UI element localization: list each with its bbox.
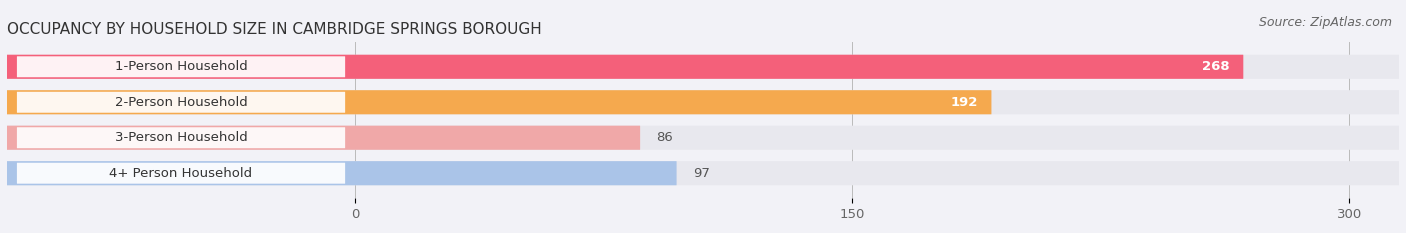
FancyBboxPatch shape xyxy=(7,90,1399,114)
FancyBboxPatch shape xyxy=(17,56,344,77)
Text: 2-Person Household: 2-Person Household xyxy=(115,96,247,109)
FancyBboxPatch shape xyxy=(7,161,676,185)
FancyBboxPatch shape xyxy=(7,126,640,150)
Text: OCCUPANCY BY HOUSEHOLD SIZE IN CAMBRIDGE SPRINGS BOROUGH: OCCUPANCY BY HOUSEHOLD SIZE IN CAMBRIDGE… xyxy=(7,22,541,37)
Text: 3-Person Household: 3-Person Household xyxy=(115,131,247,144)
Text: 1-Person Household: 1-Person Household xyxy=(115,60,247,73)
FancyBboxPatch shape xyxy=(7,90,991,114)
FancyBboxPatch shape xyxy=(7,55,1243,79)
FancyBboxPatch shape xyxy=(7,126,1399,150)
Text: 4+ Person Household: 4+ Person Household xyxy=(110,167,253,180)
FancyBboxPatch shape xyxy=(17,127,344,148)
FancyBboxPatch shape xyxy=(17,92,344,113)
FancyBboxPatch shape xyxy=(17,163,344,184)
Text: Source: ZipAtlas.com: Source: ZipAtlas.com xyxy=(1258,16,1392,29)
Text: 192: 192 xyxy=(950,96,979,109)
Text: 86: 86 xyxy=(657,131,673,144)
Text: 268: 268 xyxy=(1202,60,1230,73)
FancyBboxPatch shape xyxy=(7,55,1399,79)
Text: 97: 97 xyxy=(693,167,710,180)
FancyBboxPatch shape xyxy=(7,161,1399,185)
